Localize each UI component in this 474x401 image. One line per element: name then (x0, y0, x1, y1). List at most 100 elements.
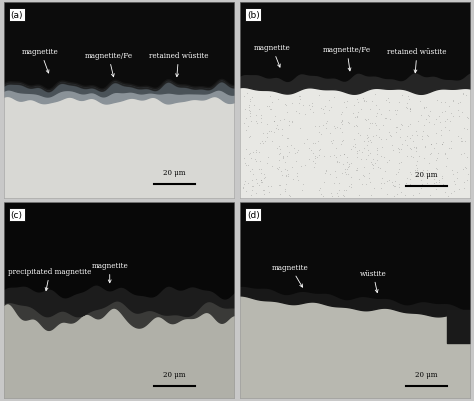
Point (265, 103, 273, 110)
Point (247, 155, 255, 162)
Text: 20 μm: 20 μm (163, 371, 185, 378)
Point (248, 178, 256, 184)
Point (407, 147, 414, 153)
Point (433, 166, 440, 173)
Point (355, 99, 362, 106)
Point (379, 122, 386, 128)
Point (322, 126, 329, 132)
Point (300, 182, 307, 188)
Point (256, 158, 264, 164)
Point (343, 171, 350, 178)
Point (423, 133, 431, 139)
Point (333, 154, 340, 161)
Text: magnetite: magnetite (91, 261, 128, 283)
Point (362, 182, 369, 188)
Point (377, 186, 385, 192)
Point (276, 182, 284, 188)
Point (354, 97, 361, 103)
Point (366, 120, 374, 127)
Point (248, 192, 255, 198)
Point (464, 178, 471, 184)
Point (447, 190, 455, 197)
Point (273, 166, 281, 172)
Point (281, 188, 288, 195)
Point (398, 92, 405, 99)
Point (284, 171, 292, 177)
Point (442, 118, 449, 125)
Point (368, 160, 375, 166)
Point (445, 146, 453, 152)
Point (371, 160, 378, 166)
Point (276, 192, 284, 198)
Point (462, 165, 469, 171)
Point (265, 190, 273, 196)
Point (352, 114, 359, 121)
Point (321, 171, 328, 177)
Point (314, 138, 321, 145)
Point (344, 119, 352, 126)
Point (245, 135, 253, 141)
Point (262, 174, 269, 181)
Point (371, 120, 379, 127)
Point (358, 182, 366, 188)
Point (369, 134, 377, 140)
Point (333, 124, 341, 131)
Point (259, 131, 267, 137)
Point (427, 142, 434, 148)
Point (315, 124, 322, 130)
Point (407, 181, 414, 187)
Point (247, 118, 255, 124)
Point (345, 184, 353, 190)
Point (285, 119, 293, 125)
Point (275, 144, 283, 150)
Point (457, 138, 465, 145)
Point (432, 180, 439, 186)
Point (248, 187, 256, 194)
Point (279, 127, 286, 133)
Point (356, 132, 364, 139)
Point (392, 130, 400, 136)
Point (242, 146, 250, 153)
Point (295, 101, 303, 107)
Point (360, 173, 368, 179)
Point (295, 110, 303, 117)
Point (459, 91, 466, 97)
Point (285, 122, 293, 129)
Point (353, 165, 361, 172)
Point (438, 142, 446, 148)
Point (345, 164, 352, 170)
Point (432, 140, 440, 147)
Point (388, 143, 396, 149)
Point (354, 130, 362, 137)
Point (365, 126, 373, 132)
Point (267, 107, 275, 113)
Point (338, 110, 346, 116)
Point (395, 146, 402, 153)
Point (353, 113, 361, 119)
Point (362, 99, 369, 105)
Point (422, 143, 429, 150)
Point (377, 181, 385, 187)
Point (368, 99, 376, 105)
Point (406, 170, 414, 176)
Point (343, 98, 351, 105)
Point (349, 143, 356, 149)
Point (432, 165, 440, 172)
Point (354, 109, 362, 116)
Point (383, 159, 391, 166)
Point (396, 127, 403, 133)
Point (462, 92, 470, 99)
Point (415, 154, 422, 160)
Point (244, 162, 252, 169)
Point (447, 138, 455, 144)
Point (446, 128, 453, 134)
Point (268, 99, 276, 105)
Point (241, 107, 249, 113)
Point (398, 159, 405, 166)
Point (301, 111, 309, 118)
Point (454, 133, 462, 140)
Point (303, 137, 310, 143)
Point (248, 184, 256, 190)
Point (252, 190, 260, 196)
Point (407, 105, 414, 112)
